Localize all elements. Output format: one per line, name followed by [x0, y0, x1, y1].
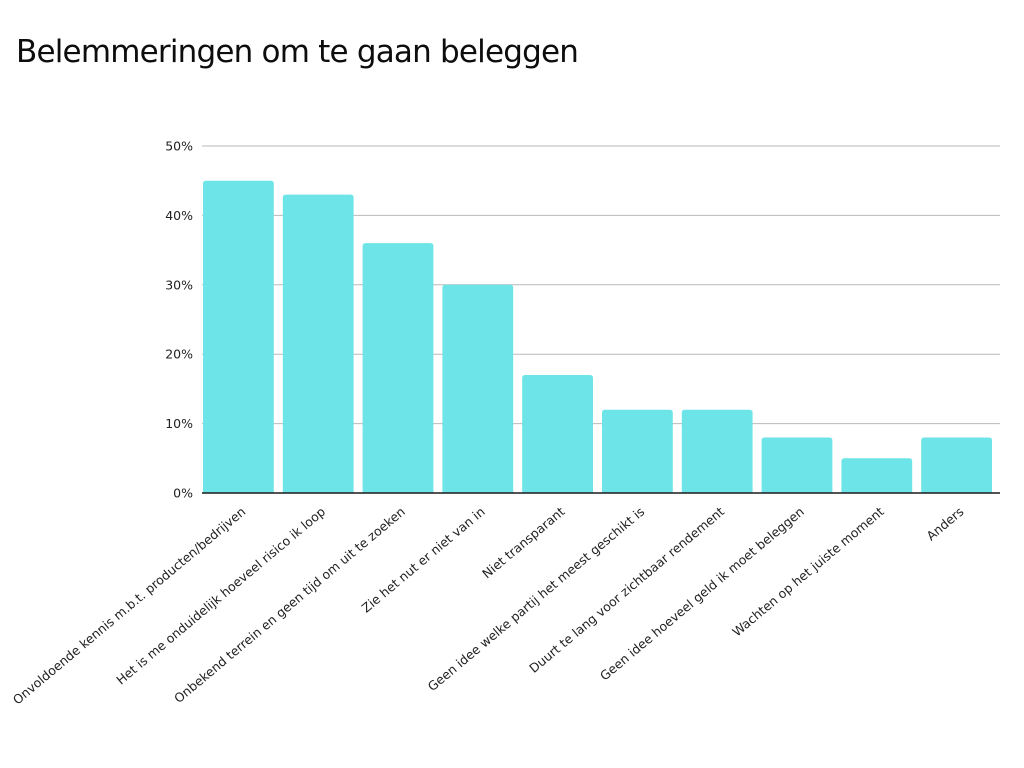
x-tick-label: Wachten op het juiste moment — [729, 504, 887, 640]
bar — [203, 180, 274, 493]
y-tick-label: 10% — [165, 416, 193, 431]
bar — [921, 437, 992, 493]
y-tick-label: 20% — [165, 347, 193, 362]
x-tick-label: Anders — [923, 504, 966, 544]
bar — [522, 375, 593, 493]
bars — [203, 180, 992, 493]
y-tick-label: 50% — [165, 139, 193, 154]
bar — [841, 458, 913, 493]
bar — [602, 409, 673, 493]
y-tick-label: 30% — [165, 277, 193, 292]
y-axis-ticks: 0% 10% 20% 30% 40% 50% — [165, 139, 193, 501]
bar — [282, 194, 354, 493]
chart-title: Belemmeringen om te gaan beleggen — [16, 34, 579, 70]
x-tick-label: Niet transparant — [479, 504, 567, 582]
y-tick-label: 0% — [173, 486, 193, 501]
bar — [681, 409, 753, 493]
y-tick-label: 40% — [165, 208, 193, 223]
bar — [362, 243, 434, 493]
bar — [442, 284, 514, 493]
bar — [761, 437, 833, 493]
x-axis-labels: Onvoldoende kennis m.b.t. producten/bedr… — [10, 504, 967, 708]
